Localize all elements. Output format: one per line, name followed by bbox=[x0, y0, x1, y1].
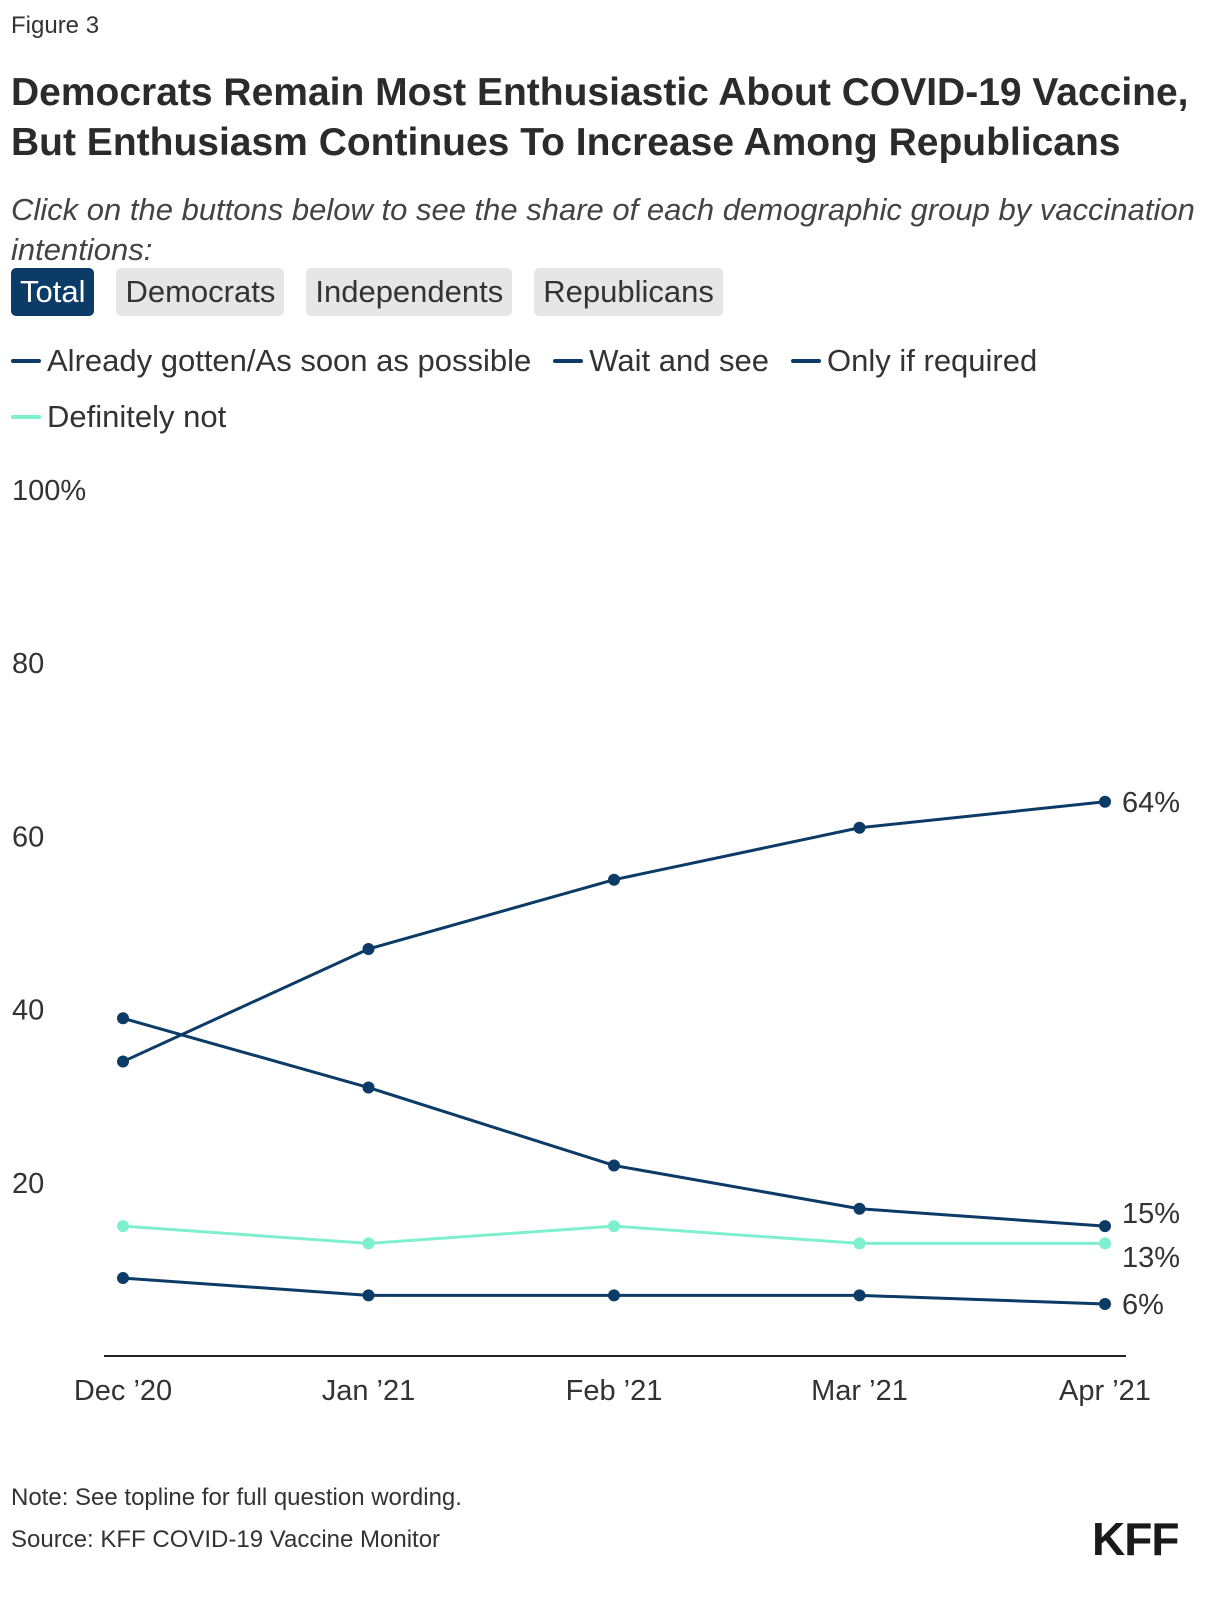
data-point bbox=[853, 1289, 866, 1302]
legend-item-already-gotten[interactable]: Already gotten/As soon as possible bbox=[11, 340, 531, 382]
legend-item-only-if-required[interactable]: Only if required bbox=[791, 340, 1037, 382]
x-tick-label: Apr ’21 bbox=[1059, 1375, 1151, 1407]
data-point bbox=[117, 1012, 129, 1025]
legend-swatch bbox=[553, 359, 584, 363]
data-point bbox=[117, 1272, 129, 1285]
chart-source: Source: KFF COVID-19 Vaccine Monitor bbox=[11, 1526, 441, 1553]
series-line bbox=[121, 1016, 1107, 1228]
legend-swatch bbox=[791, 359, 822, 363]
legend-label: Wait and see bbox=[589, 343, 770, 378]
y-tick-label: 40 bbox=[12, 995, 44, 1027]
group-tabs: Total Democrats Independents Republicans bbox=[11, 268, 723, 316]
data-point bbox=[853, 821, 866, 834]
tab-republicans[interactable]: Republicans bbox=[534, 268, 723, 316]
tab-independents[interactable]: Independents bbox=[306, 268, 513, 316]
data-point bbox=[608, 1159, 620, 1172]
end-value-label: 64% bbox=[1122, 787, 1180, 819]
y-tick-label: 60 bbox=[12, 821, 44, 853]
data-point bbox=[1099, 1237, 1111, 1250]
legend-item-definitely-not[interactable]: Definitely not bbox=[11, 396, 226, 438]
chart-subtitle: Click on the buttons below to see the sh… bbox=[11, 192, 1195, 266]
legend-swatch bbox=[11, 415, 41, 419]
legend-label: Only if required bbox=[827, 343, 1038, 378]
y-tick-label: 80 bbox=[12, 648, 44, 680]
tab-total[interactable]: Total bbox=[11, 268, 95, 316]
data-point bbox=[362, 1237, 375, 1250]
data-point bbox=[853, 1237, 866, 1250]
end-value-label: 6% bbox=[1122, 1289, 1164, 1321]
x-tick-label: Feb ’21 bbox=[566, 1375, 663, 1407]
x-tick-label: Mar ’21 bbox=[811, 1375, 908, 1407]
data-point bbox=[117, 1220, 129, 1233]
data-point bbox=[608, 1289, 620, 1302]
legend-label: Definitely not bbox=[47, 399, 227, 434]
data-point bbox=[1099, 1298, 1111, 1311]
data-point bbox=[362, 1081, 375, 1094]
legend-item-wait-and-see[interactable]: Wait and see bbox=[553, 340, 769, 382]
y-tick-label: 20 bbox=[12, 1168, 44, 1200]
data-point bbox=[1099, 795, 1111, 808]
end-value-label: 13% bbox=[1122, 1242, 1180, 1274]
chart-legend: Already gotten/As soon as possible Wait … bbox=[11, 340, 1206, 438]
legend-swatch bbox=[11, 359, 41, 363]
line-chart: 100% 80 60 40 20 Dec ’20 Jan ’21 Feb ’21 Mar ’21… bbox=[12, 475, 1180, 1407]
tab-democrats[interactable]: Democrats bbox=[116, 268, 285, 316]
figure-label: Figure 3 bbox=[11, 12, 100, 39]
chart-title: Democrats Remain Most Enthusiastic About… bbox=[11, 71, 1189, 164]
x-tick-label: Jan ’21 bbox=[322, 1375, 416, 1407]
x-tick-label: Dec ’20 bbox=[74, 1375, 172, 1407]
data-point bbox=[117, 1055, 129, 1068]
data-point bbox=[608, 873, 620, 886]
y-tick-label: 100% bbox=[12, 475, 86, 507]
end-value-label: 15% bbox=[1122, 1198, 1180, 1230]
data-point bbox=[362, 1289, 375, 1302]
chart-note: Note: See topline for full question word… bbox=[11, 1484, 462, 1511]
legend-label: Already gotten/As soon as possible bbox=[47, 343, 532, 378]
series-line bbox=[121, 800, 1107, 1064]
data-point bbox=[608, 1220, 620, 1233]
data-point bbox=[1099, 1220, 1111, 1233]
kff-logo: KFF bbox=[1092, 1513, 1179, 1565]
data-point bbox=[362, 942, 375, 955]
data-point bbox=[853, 1202, 866, 1215]
